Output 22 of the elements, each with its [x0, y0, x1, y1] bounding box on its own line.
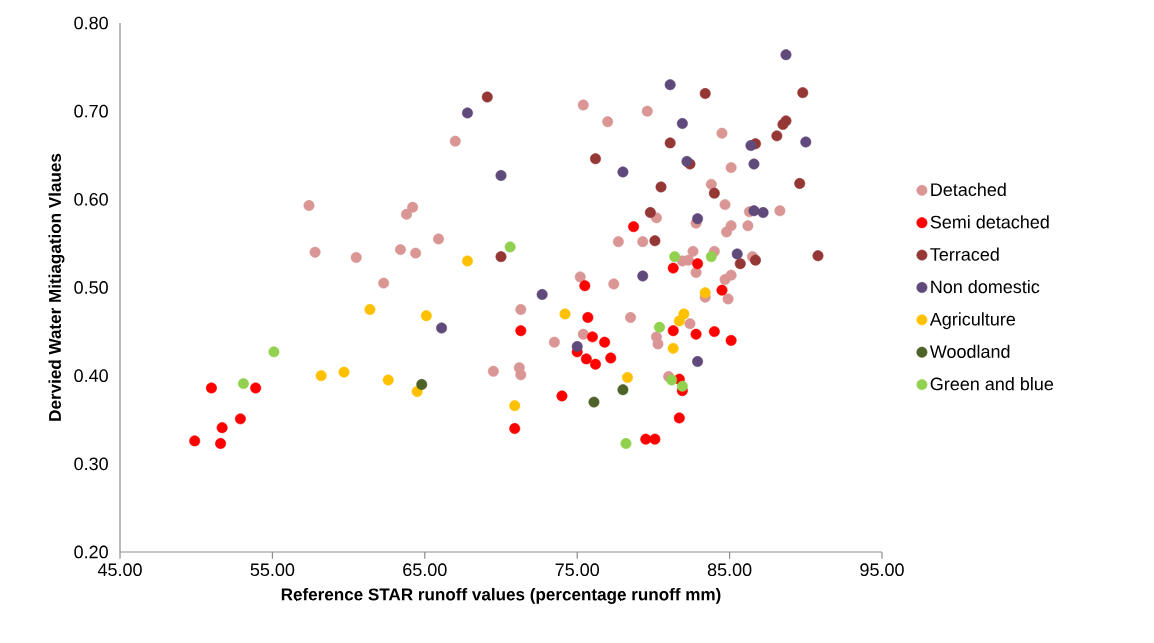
legend-label: Agriculture — [929, 312, 1016, 330]
x-tick-label: 95.00 — [860, 563, 904, 577]
legend-label: Green and blue — [930, 377, 1054, 391]
y-tick-label: 0.50 — [74, 281, 108, 294]
x-tick-label: 75.00 — [555, 563, 600, 577]
x-tick-label: 65.00 — [403, 563, 447, 577]
y-tick-label: 0.60 — [74, 192, 108, 206]
legend-label: Semi detached — [930, 215, 1049, 229]
legend-label: Detached — [931, 182, 1006, 197]
y-tick-label: 0.30 — [74, 457, 108, 471]
x-tick-label: 55.00 — [250, 563, 295, 577]
y-tick-label: 0.20 — [74, 545, 108, 559]
x-tick-label: 85.00 — [707, 563, 752, 577]
y-tick-label: 0.70 — [74, 104, 108, 118]
legend-label: Non domestic — [931, 279, 1040, 294]
y-tick-label: 0.80 — [74, 16, 108, 30]
x-axis-title: Reference STAR runoff values (percentage runoff mm) — [281, 587, 721, 604]
y-axis-title: Dervied Water Mitiagation Vlaues — [48, 153, 65, 421]
legend-label: Terraced — [930, 247, 999, 261]
y-tick-label: 0.40 — [74, 369, 108, 383]
legend-label: Woodland — [929, 344, 1010, 358]
x-tick-label: 45.00 — [97, 563, 142, 577]
